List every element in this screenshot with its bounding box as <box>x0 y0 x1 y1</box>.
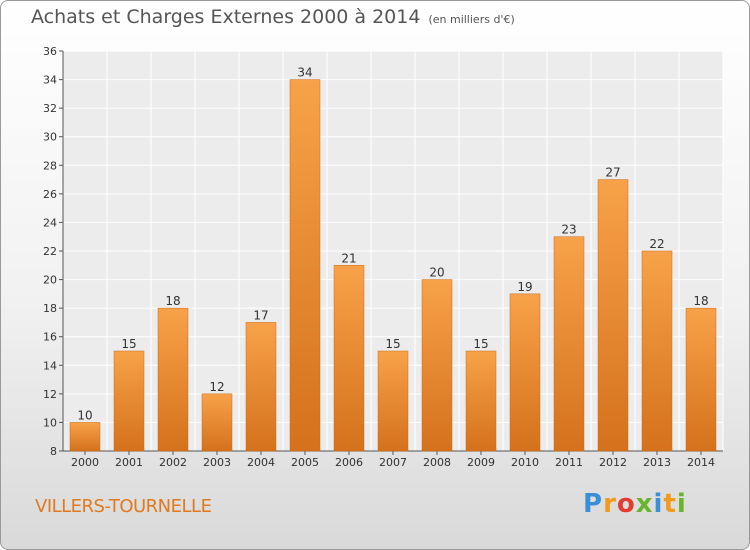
bar-2011 <box>553 236 585 452</box>
value-label-2013: 22 <box>649 237 664 251</box>
y-tick-label: 18 <box>43 302 57 315</box>
bar-2007 <box>377 350 409 452</box>
bar-2008 <box>421 279 453 452</box>
value-label-2001: 15 <box>121 337 136 351</box>
x-tick-label-2005: 2005 <box>291 456 319 469</box>
proxiti-logo: Proxiti <box>583 489 687 519</box>
city-name: VILLERS-TOURNELLE <box>35 496 212 517</box>
y-tick-label: 14 <box>43 359 57 372</box>
x-tick-label-2013: 2013 <box>643 456 671 469</box>
bar-2005 <box>289 79 321 452</box>
y-tick-label: 24 <box>43 216 57 229</box>
x-tick-labels: 2000 2001 2002 2003 2004 2005 2006 2007 2008 2009… <box>71 456 715 469</box>
y-tick-label: 20 <box>43 274 57 287</box>
y-tick-label: 34 <box>43 74 57 87</box>
bar-2000 <box>69 422 101 452</box>
x-tick-label-2012: 2012 <box>599 456 627 469</box>
bar-2009 <box>465 350 497 452</box>
x-tick-label-2008: 2008 <box>423 456 451 469</box>
x-tick-label-2010: 2010 <box>511 456 539 469</box>
value-label-2009: 15 <box>473 337 488 351</box>
bar-2014 <box>685 307 717 452</box>
value-labels: 10 15 18 12 17 34 21 15 20 15 19 23 27 22 18 <box>77 66 708 423</box>
y-tick-label: 10 <box>43 416 57 429</box>
value-label-2010: 19 <box>517 280 532 294</box>
x-tick-label-2003: 2003 <box>203 456 231 469</box>
value-label-2014: 18 <box>693 294 708 308</box>
value-label-2005: 34 <box>297 66 312 80</box>
y-tick-label: 28 <box>43 159 57 172</box>
chart-title-text: Achats et Charges Externes 2000 à 2014 <box>31 6 421 28</box>
bar-2012 <box>597 179 629 452</box>
bar-2006 <box>333 265 365 452</box>
value-label-2007: 15 <box>385 337 400 351</box>
value-label-2004: 17 <box>253 308 268 322</box>
x-tick-label-2011: 2011 <box>555 456 583 469</box>
bars <box>69 79 717 452</box>
value-label-2008: 20 <box>429 266 444 280</box>
y-tick-label: 36 <box>43 45 57 58</box>
value-label-2012: 27 <box>605 166 620 180</box>
x-tick-label-2001: 2001 <box>115 456 143 469</box>
bar-2001 <box>113 350 145 452</box>
y-tick-label: 26 <box>43 188 57 201</box>
value-label-2006: 21 <box>341 251 356 265</box>
x-tick-label-2006: 2006 <box>335 456 363 469</box>
y-tick-label: 16 <box>43 331 57 344</box>
bar-2013 <box>641 250 673 452</box>
value-label-2003: 12 <box>209 380 224 394</box>
chart-subtitle: (en milliers d'€) <box>428 13 515 26</box>
chart-title: Achats et Charges Externes 2000 à 2014 (e… <box>31 6 515 28</box>
y-tick-labels: 8 10 12 14 16 18 20 22 24 26 28 30 32 34 36 <box>43 45 57 458</box>
x-tick-label-2009: 2009 <box>467 456 495 469</box>
y-tick-label: 32 <box>43 102 57 115</box>
value-label-2002: 18 <box>165 294 180 308</box>
bar-2010 <box>509 293 541 452</box>
x-tick-label-2007: 2007 <box>379 456 407 469</box>
bar-2003 <box>201 393 233 452</box>
y-tick-label: 30 <box>43 131 57 144</box>
bar-2002 <box>157 307 189 452</box>
y-tick-label: 8 <box>50 445 57 458</box>
value-label-2000: 10 <box>77 408 92 422</box>
x-tick-label-2004: 2004 <box>247 456 275 469</box>
y-tick-label: 22 <box>43 245 57 258</box>
value-label-2011: 23 <box>561 223 576 237</box>
x-tick-label-2002: 2002 <box>159 456 187 469</box>
bar-2004 <box>245 322 277 452</box>
x-tick-label-2014: 2014 <box>687 456 715 469</box>
y-tick-label: 12 <box>43 388 57 401</box>
x-tick-label-2000: 2000 <box>71 456 99 469</box>
